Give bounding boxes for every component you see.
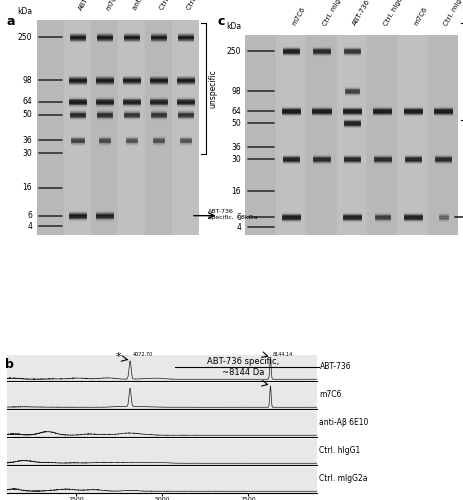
Text: 50: 50 xyxy=(22,110,32,119)
Text: 36: 36 xyxy=(232,142,241,152)
Text: 36: 36 xyxy=(22,136,32,145)
Text: m7C6: m7C6 xyxy=(291,6,307,27)
Bar xyxy=(367,35,398,235)
Text: Ctrl. mIgG2a: Ctrl. mIgG2a xyxy=(443,0,463,27)
Bar xyxy=(337,35,367,235)
Bar xyxy=(172,20,199,235)
Text: m7C6: m7C6 xyxy=(105,0,120,12)
Text: kDa: kDa xyxy=(17,6,32,16)
Text: anti-Aβ 6E10: anti-Aβ 6E10 xyxy=(319,418,369,427)
Text: a: a xyxy=(7,15,15,28)
Text: anti-Aβ 6E10: anti-Aβ 6E10 xyxy=(131,0,159,12)
Text: *: * xyxy=(115,352,121,362)
Text: unspecific: unspecific xyxy=(208,70,217,108)
Text: Ctrl. mIgG2a: Ctrl. mIgG2a xyxy=(321,0,349,27)
Text: 30: 30 xyxy=(232,154,241,164)
Text: Ctrl. mIgG2a: Ctrl. mIgG2a xyxy=(319,474,368,483)
Text: 6: 6 xyxy=(236,212,241,222)
Text: kDa: kDa xyxy=(226,22,241,31)
Bar xyxy=(64,20,91,235)
Text: 250: 250 xyxy=(18,32,32,42)
Text: 4: 4 xyxy=(27,222,32,231)
Bar xyxy=(245,35,276,235)
Text: 4: 4 xyxy=(236,222,241,232)
Text: 64: 64 xyxy=(22,97,32,106)
Bar xyxy=(398,35,428,235)
Text: 50: 50 xyxy=(232,118,241,128)
Text: c: c xyxy=(218,15,225,28)
Text: ABT-736: ABT-736 xyxy=(78,0,97,12)
Text: ABT-736: ABT-736 xyxy=(352,0,372,27)
Text: 30: 30 xyxy=(22,149,32,158)
Text: m7C6: m7C6 xyxy=(413,6,428,27)
Bar xyxy=(428,35,458,235)
Text: Ctrl. hIgG1: Ctrl. hIgG1 xyxy=(382,0,407,27)
Text: 98: 98 xyxy=(232,86,241,96)
Bar xyxy=(145,20,172,235)
Text: 16: 16 xyxy=(23,183,32,192)
Text: ABT-736
specific, ~8kDa: ABT-736 specific, ~8kDa xyxy=(208,209,258,220)
Bar xyxy=(306,35,337,235)
Text: ABT-736: ABT-736 xyxy=(319,362,351,371)
Bar xyxy=(37,20,64,235)
Bar xyxy=(118,20,145,235)
Text: Ctrl. mIgG2a: Ctrl. mIgG2a xyxy=(186,0,213,12)
Bar xyxy=(276,35,306,235)
Bar xyxy=(91,20,118,235)
Text: 250: 250 xyxy=(227,46,241,56)
Text: 64: 64 xyxy=(232,106,241,116)
Text: ABT-736 specific,
~8144 Da: ABT-736 specific, ~8144 Da xyxy=(207,358,279,377)
Text: 6: 6 xyxy=(27,211,32,220)
Text: b: b xyxy=(5,358,13,370)
Text: 4072.70: 4072.70 xyxy=(133,352,153,357)
Text: 16: 16 xyxy=(232,186,241,196)
Text: Ctrl. hIgG1: Ctrl. hIgG1 xyxy=(319,446,361,455)
Text: Ctrl. hIgG1: Ctrl. hIgG1 xyxy=(158,0,182,12)
Text: m7C6: m7C6 xyxy=(319,390,342,399)
Text: 98: 98 xyxy=(23,76,32,84)
Text: 8144.14: 8144.14 xyxy=(272,352,293,357)
